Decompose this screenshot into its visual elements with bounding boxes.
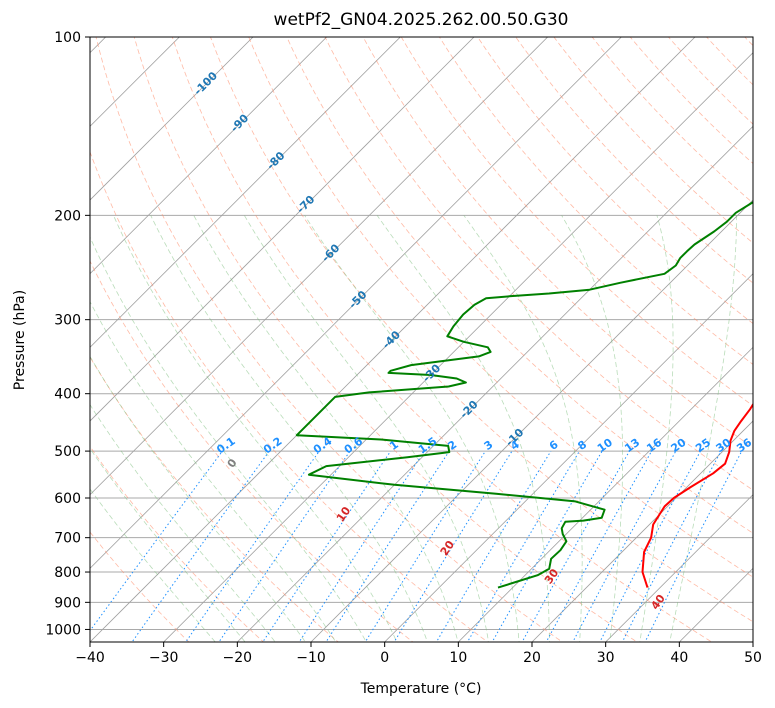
x-tick-label: 20 [523,650,541,666]
moist-adiabat-line [90,355,306,642]
isotherm-line [531,420,753,642]
x-tick-label: −40 [75,650,105,666]
moist-adiabat-line [90,447,246,642]
y-tick-label: 700 [54,531,81,547]
isotherm-line [90,37,254,201]
moist-adiabat-line [113,215,398,642]
y-tick-label: 800 [54,565,81,581]
mixing-ratio-line [466,450,580,642]
isotherm-line [90,37,475,422]
x-axis-label: Temperature (°C) [360,681,482,697]
mixing-ratio-line [218,450,351,642]
x-tick-label: 10 [449,650,467,666]
mixing-ratio-line [131,450,270,642]
isotherm-line [310,199,753,642]
dry-adiabat-line [90,531,190,642]
y-tick-label: 900 [54,595,81,611]
x-tick-label: 50 [744,650,762,666]
moist-adiabat-line [376,215,550,642]
dry-adiabat-line [90,356,339,642]
moist-adiabat-line [304,215,520,642]
y-tick-label: 600 [54,491,81,507]
isotherm-line [90,37,696,642]
plot-frame [89,36,754,643]
dry-adiabat-line [90,445,265,642]
dry-adiabat-line [90,150,489,642]
mixing-ratio-line [393,450,513,642]
dewpoint-profile-line [295,201,753,589]
dry-adiabat-line [248,37,753,578]
isotherm-line [605,494,753,642]
isotherm-line [163,52,753,642]
moist-adiabat-line [90,236,367,642]
mixing-ratio-line [545,450,653,642]
x-tick-label: 30 [597,650,615,666]
moist-adiabat-line [639,215,674,642]
dry-adiabat-line [133,37,638,642]
isotherm-line [457,346,753,642]
mixing-ratio-line [491,450,603,642]
x-tick-label: 40 [670,650,688,666]
dry-adiabat-line [171,37,713,642]
isotherm-line [90,37,622,569]
mixing-ratio-line [435,450,552,642]
dry-adiabat-line [95,37,564,642]
moist-adiabat-line [90,403,276,642]
chart-title: wetPf2_GN04.2025.262.00.50.G30 [274,10,569,30]
temperature-profile-line [641,402,753,588]
isotherm-line [384,273,753,642]
dry-adiabat-line [324,37,753,491]
moist-adiabat-line [150,215,428,642]
x-tick-label: −10 [296,650,326,666]
y-tick-label: 500 [54,444,81,460]
moist-adiabat-line [193,215,459,642]
mixing-ratio-line [364,450,486,642]
dry-adiabat-line [90,260,414,642]
y-tick-label: 300 [54,313,81,329]
y-tick-label: 100 [54,30,81,46]
y-tick-label: 400 [54,387,81,403]
isotherm-line [90,37,549,496]
isotherm-line [236,125,753,642]
y-tick-label: 1000 [45,622,81,638]
moist-adiabat-line [463,215,583,642]
isotherm-line [90,37,401,348]
mixing-ratio-line [572,450,677,642]
mixing-ratio-line [325,450,450,642]
dry-adiabat-line [286,37,753,534]
mixing-ratio-line [599,450,701,642]
moist-adiabat-line [90,488,216,642]
moist-adiabat-line [90,300,337,642]
moist-adiabat-line [669,215,737,642]
mixing-ratio-line [298,450,425,642]
x-tick-label: 0 [380,650,389,666]
x-tick-label: −30 [149,650,179,666]
x-tick-label: −20 [223,650,253,666]
y-tick-label: 200 [54,208,81,224]
moist-adiabat-line [561,215,623,642]
mixing-ratio-line [262,450,392,642]
y-axis-label: Pressure (hPa) [12,290,28,390]
dry-adiabat-line [362,37,753,449]
isotherm-line [90,37,328,275]
